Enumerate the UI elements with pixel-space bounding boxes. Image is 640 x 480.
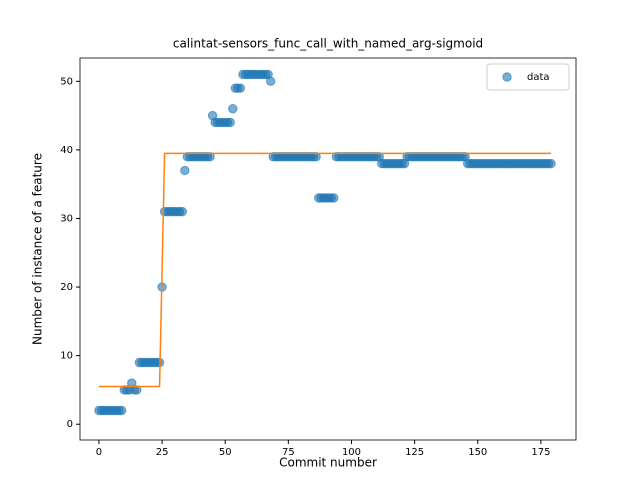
- fit-line: [98, 152, 551, 388]
- x-tick-label: 125: [405, 447, 424, 458]
- legend-box: [486, 63, 570, 91]
- x-tick-label: 150: [468, 447, 487, 458]
- data-point: [235, 83, 246, 93]
- x-tick-label: 50: [219, 447, 232, 458]
- legend-marker: [502, 72, 512, 82]
- data-point: [180, 165, 190, 176]
- data-point: [225, 117, 235, 128]
- data-point: [329, 193, 339, 203]
- x-tick-label: 100: [342, 447, 361, 458]
- y-tick-label: 0: [67, 419, 73, 430]
- y-tick-label: 10: [60, 351, 73, 362]
- data-point: [265, 76, 276, 87]
- data-point: [546, 158, 556, 169]
- x-tick-label: 25: [156, 447, 169, 458]
- y-tick-label: 30: [60, 213, 73, 224]
- data-point: [132, 385, 142, 395]
- y-tick-label: 40: [60, 145, 73, 156]
- data-point: [228, 104, 238, 114]
- data-point: [116, 405, 127, 416]
- y-tick-label: 20: [60, 282, 73, 293]
- data-point: [205, 152, 215, 162]
- data-point: [311, 152, 321, 162]
- x-tick-label: 0: [96, 447, 102, 458]
- data-point: [177, 206, 187, 217]
- y-tick-label: 50: [60, 76, 73, 87]
- x-tick-label: 75: [282, 447, 295, 458]
- y-axis-label: Number of instance of a feature: [31, 153, 45, 345]
- x-tick-label: 175: [531, 447, 550, 458]
- plot-frame: [79, 57, 577, 441]
- x-axis-label: Commit number: [279, 456, 377, 470]
- legend-label: data: [527, 72, 550, 83]
- chart-title: calintat-sensors_func_call_with_named_ar…: [173, 37, 483, 51]
